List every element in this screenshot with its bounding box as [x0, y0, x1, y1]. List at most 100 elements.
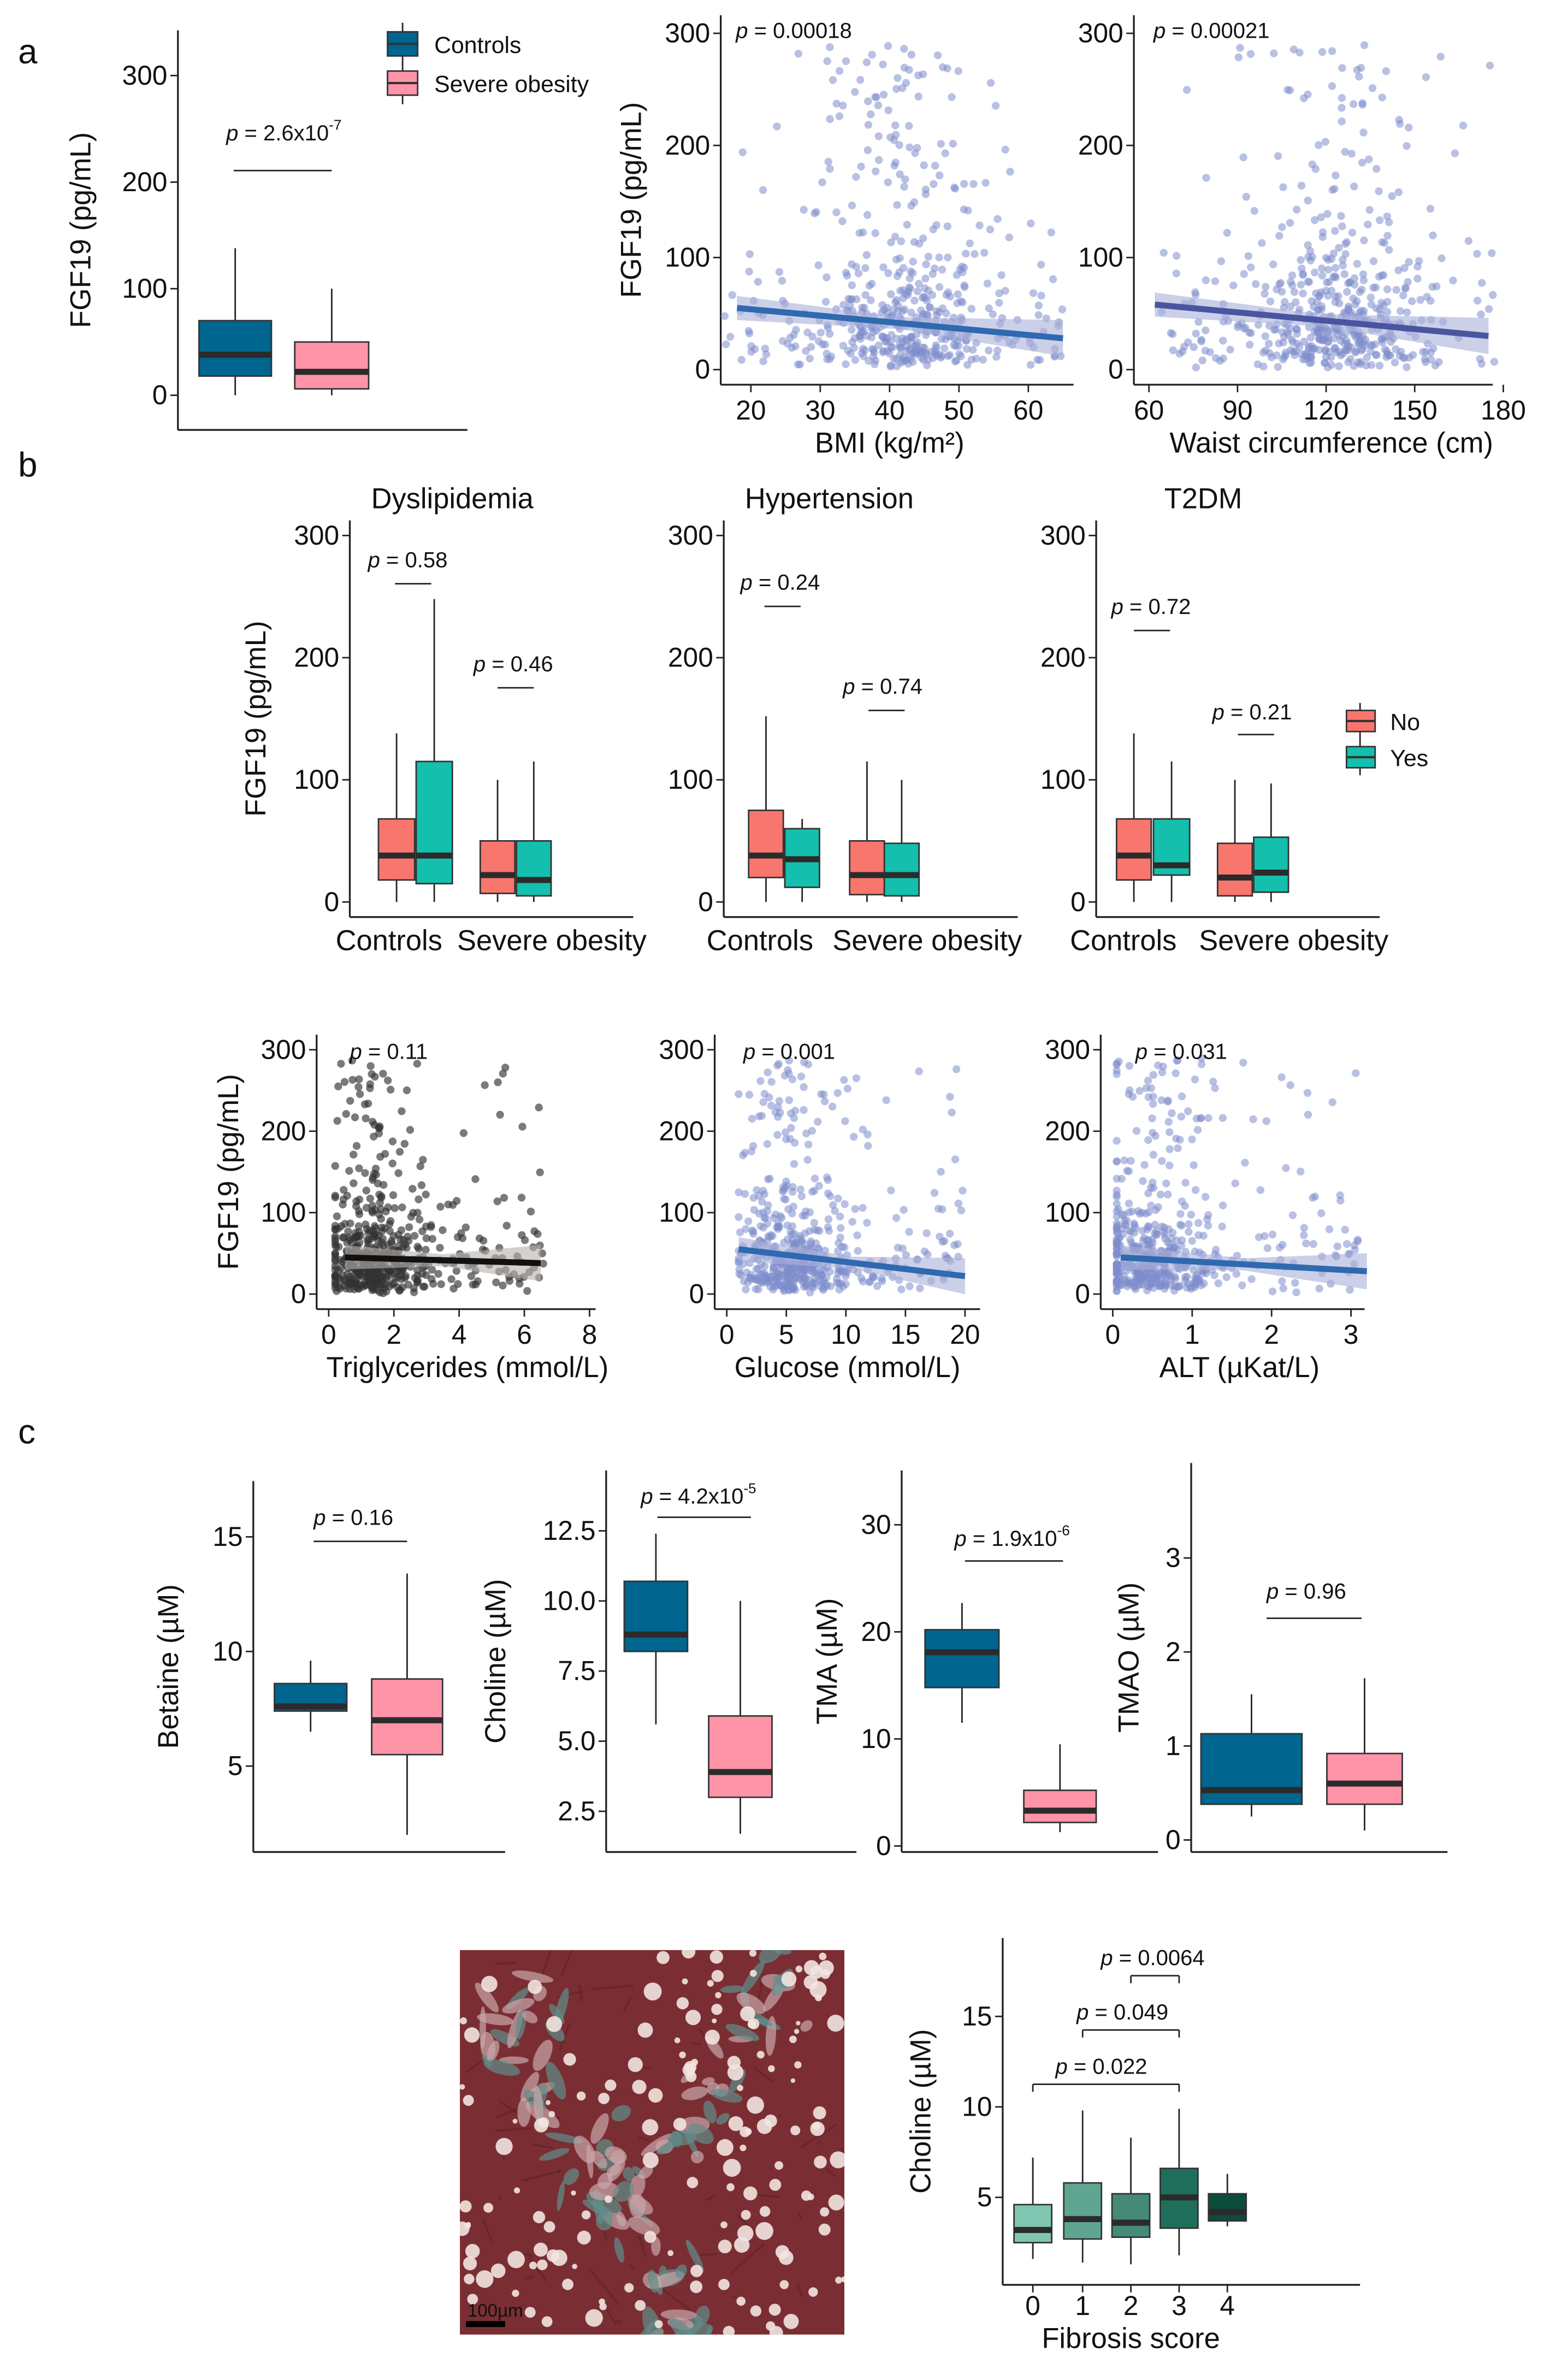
scatter-point [903, 221, 911, 229]
scatter-point [773, 122, 781, 131]
scatter-point [428, 1275, 436, 1283]
box-iqr [1216, 842, 1253, 897]
scatter-point [336, 1256, 344, 1264]
scatter-point [1273, 285, 1281, 293]
scatter-point [1297, 181, 1306, 190]
scatter-point [1373, 164, 1381, 173]
scatter-point [1323, 210, 1332, 218]
scatter-point [792, 326, 800, 334]
x-category-label: Severe obesity [1199, 925, 1389, 957]
scatter-point [1377, 271, 1386, 280]
y-tick-label: 5.0 [558, 1726, 595, 1756]
scatter-point [1037, 292, 1045, 300]
y-tick-label: 300 [668, 520, 713, 551]
chart-title: T2DM [1164, 483, 1243, 515]
scatter-point [780, 1281, 789, 1290]
scatter-point [404, 1280, 412, 1289]
scatter-point [1234, 53, 1243, 62]
scatter-point [366, 1080, 374, 1089]
scatter-point [1427, 297, 1435, 305]
scatter-point [340, 1078, 349, 1086]
scatter-point [337, 1222, 345, 1231]
box-3 [1160, 2109, 1199, 2255]
scatter-point [1283, 86, 1292, 94]
scatter-point [453, 1197, 461, 1205]
scatter-point [422, 1190, 430, 1198]
scatter-point [361, 1169, 369, 1177]
scatter-point [741, 1190, 749, 1198]
scatter-point [416, 1162, 424, 1171]
scatter-point [867, 110, 875, 119]
y-tick-label: 30 [861, 1509, 891, 1540]
scatter-point [536, 1168, 544, 1177]
scatter-point [869, 328, 878, 336]
scatter-point [1351, 300, 1359, 309]
scatter-point [406, 1126, 415, 1134]
scatter-point [1247, 1275, 1256, 1283]
scatter-point [833, 1247, 842, 1255]
y-tick-label: 300 [659, 1034, 704, 1065]
scatter-point [1317, 264, 1326, 273]
x-category-label: Controls [336, 925, 442, 957]
scatter-point [366, 1194, 374, 1203]
scatter-point [836, 1212, 844, 1221]
scatter-point [1279, 338, 1287, 347]
scatter-point [817, 328, 825, 337]
scatter-point [900, 182, 908, 191]
scatter-point [1350, 182, 1358, 191]
p-value-label: p = 0.58 [368, 548, 448, 572]
p-symbol: p [740, 571, 753, 595]
scatter-point [1258, 239, 1266, 247]
scatter-point [756, 1077, 765, 1085]
scatter-point [1149, 1071, 1157, 1079]
scatter-point [493, 1197, 501, 1206]
box-iqr [1115, 818, 1152, 881]
scatter-point [905, 352, 913, 361]
scatter-point [1113, 1207, 1121, 1215]
p-value: = 0.58 [380, 548, 448, 572]
scatter-point [825, 330, 834, 338]
scatter-point [1214, 1279, 1222, 1288]
scatter-point [1113, 1270, 1121, 1279]
box-iqr [1023, 1790, 1097, 1823]
scatter-point [861, 291, 869, 299]
scatter-point [413, 1060, 422, 1068]
scatter-point [1314, 329, 1322, 337]
y-tick-label: 200 [261, 1115, 306, 1146]
scatter-point [1300, 337, 1309, 346]
scatter-point [962, 250, 970, 258]
scatter-point [1274, 363, 1282, 371]
scatter-point [1167, 329, 1175, 337]
scatter-point [915, 1067, 923, 1076]
scatter-point [1336, 351, 1345, 359]
x-category-label: 2 [1123, 2290, 1139, 2321]
scatter-point [738, 148, 747, 156]
scatter-point [752, 1265, 761, 1273]
scatter-point [1149, 1150, 1157, 1159]
scatter-point [1459, 121, 1468, 130]
scatter-point [804, 1141, 813, 1149]
scatter-point [1322, 253, 1330, 262]
scatter-point [1156, 1190, 1165, 1199]
scatter-point [971, 250, 979, 258]
scatter-point [1276, 279, 1285, 287]
scatter-point [1303, 1089, 1312, 1097]
scatter-point [884, 106, 892, 115]
scatter-point [331, 1272, 339, 1280]
scatter-point [1164, 1097, 1172, 1106]
legend-label-severe-obesity: Severe obesity [434, 72, 589, 98]
scatter-point [1375, 362, 1384, 370]
scatter-point [796, 361, 804, 369]
scatter-point [334, 1082, 342, 1090]
scatter-point [1366, 293, 1375, 302]
scatter-point [900, 63, 909, 72]
box-severe-obesity-no [849, 761, 885, 902]
scatter-point [342, 1110, 350, 1118]
scatter-point [1286, 1081, 1294, 1089]
scatter-point [1279, 1284, 1287, 1292]
scatter-point [1385, 218, 1393, 227]
scatter-point [436, 1202, 445, 1211]
y-tick-label: 100 [1040, 764, 1086, 795]
